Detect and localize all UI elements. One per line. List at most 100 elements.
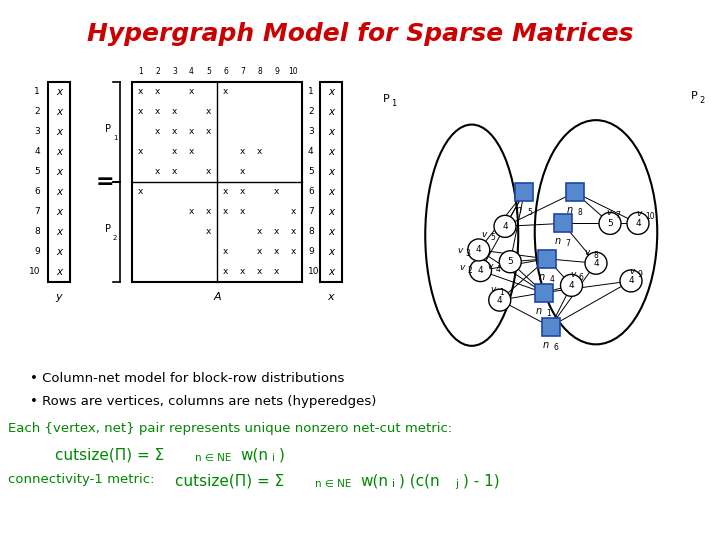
Text: 4: 4 (593, 259, 599, 268)
Text: 2: 2 (35, 107, 40, 117)
Text: 3: 3 (172, 67, 177, 76)
Text: x: x (138, 107, 143, 117)
Text: x: x (56, 127, 62, 137)
Text: P: P (382, 93, 390, 104)
Text: 4: 4 (476, 246, 482, 254)
Circle shape (585, 252, 607, 274)
Text: 7: 7 (615, 211, 620, 220)
Text: x: x (222, 187, 228, 197)
Bar (538, 250, 556, 268)
Text: x: x (240, 167, 246, 177)
Text: n: n (554, 237, 561, 246)
Text: x: x (56, 267, 62, 277)
Text: A: A (213, 292, 221, 302)
Text: P: P (105, 124, 111, 134)
Text: 9: 9 (638, 270, 643, 279)
Text: x: x (222, 267, 228, 276)
Text: 8: 8 (35, 227, 40, 237)
Text: x: x (138, 147, 143, 157)
Text: 1: 1 (138, 67, 143, 76)
Text: connectivity-1 metric:: connectivity-1 metric: (8, 473, 155, 486)
Text: 5: 5 (35, 167, 40, 177)
Text: x: x (155, 167, 160, 177)
Circle shape (489, 289, 510, 311)
Text: x: x (274, 267, 279, 276)
Text: ): ) (279, 447, 285, 462)
Text: x: x (155, 87, 160, 97)
Text: 1: 1 (308, 87, 314, 97)
Text: x: x (328, 227, 334, 237)
Text: 5: 5 (508, 257, 513, 266)
Text: 7: 7 (308, 207, 314, 217)
Text: 4: 4 (569, 281, 575, 290)
Text: 9: 9 (35, 247, 40, 256)
Text: 2: 2 (700, 96, 705, 105)
Text: • Rows are vertices, columns are nets (hyperedges): • Rows are vertices, columns are nets (h… (30, 395, 377, 408)
Text: x: x (56, 167, 62, 177)
Text: 6: 6 (223, 67, 228, 76)
Bar (566, 184, 584, 201)
Circle shape (468, 239, 490, 261)
Text: x: x (189, 207, 194, 217)
Text: j: j (455, 479, 458, 489)
Bar (554, 214, 572, 232)
Text: x: x (206, 227, 211, 237)
Circle shape (494, 215, 516, 238)
Text: x: x (328, 207, 334, 217)
Text: 8: 8 (593, 251, 598, 260)
Text: 3: 3 (308, 127, 314, 137)
Text: x: x (222, 87, 228, 97)
Text: 4: 4 (189, 67, 194, 76)
Text: 5: 5 (206, 67, 211, 76)
Text: 6: 6 (554, 343, 559, 352)
Text: x: x (222, 247, 228, 256)
Text: v: v (457, 246, 463, 255)
Text: x: x (56, 87, 62, 97)
Text: x: x (172, 167, 177, 177)
Text: x: x (189, 147, 194, 157)
Text: n: n (567, 205, 573, 215)
Text: 1: 1 (113, 135, 117, 141)
Text: 6: 6 (308, 187, 314, 197)
Text: x: x (56, 207, 62, 217)
Text: x: x (138, 87, 143, 97)
Circle shape (469, 260, 492, 281)
Text: x: x (155, 107, 160, 117)
Text: 4: 4 (502, 222, 508, 231)
Circle shape (499, 251, 521, 273)
Text: 10: 10 (29, 267, 40, 276)
Text: x: x (328, 267, 334, 277)
Text: x: x (206, 207, 211, 217)
Text: x: x (240, 207, 246, 217)
Text: 8: 8 (578, 208, 582, 218)
Text: x: x (206, 167, 211, 177)
Text: 9: 9 (308, 247, 314, 256)
Circle shape (627, 212, 649, 234)
Text: v: v (570, 271, 575, 279)
Text: 3: 3 (466, 249, 471, 258)
Text: n: n (539, 272, 545, 282)
Text: Each {vertex, net} pair represents unique nonzero net-cut metric:: Each {vertex, net} pair represents uniqu… (8, 422, 452, 435)
Text: x: x (328, 107, 334, 117)
Text: v: v (482, 231, 487, 239)
Text: x: x (291, 207, 296, 217)
Text: x: x (274, 187, 279, 197)
Circle shape (620, 270, 642, 292)
Text: 10: 10 (289, 67, 298, 76)
Text: 9: 9 (274, 67, 279, 76)
Bar (132, 82, 302, 282)
Text: x: x (56, 187, 62, 197)
Text: x: x (138, 187, 143, 197)
Text: 4: 4 (497, 295, 503, 305)
Text: 4: 4 (308, 147, 314, 157)
Text: 7: 7 (240, 67, 245, 76)
Text: v: v (629, 267, 635, 276)
Text: n: n (516, 205, 522, 215)
Text: x: x (257, 267, 262, 276)
Bar (48, 82, 70, 282)
Text: x: x (172, 127, 177, 137)
Text: 10: 10 (308, 267, 320, 276)
Circle shape (560, 274, 582, 296)
Text: 2: 2 (113, 235, 117, 241)
Text: x: x (328, 187, 334, 197)
